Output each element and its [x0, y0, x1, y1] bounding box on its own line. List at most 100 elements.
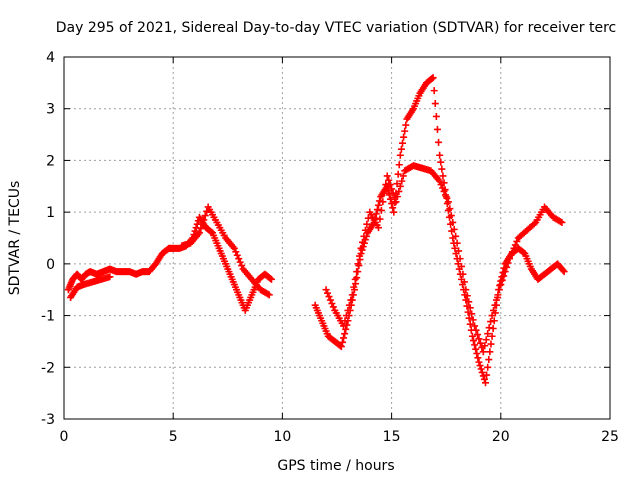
data-point — [264, 290, 272, 298]
data-point — [447, 212, 455, 220]
x-tick-label: 10 — [273, 429, 291, 445]
data-point — [402, 121, 410, 129]
x-tick-label: 15 — [383, 429, 401, 445]
data-point — [389, 204, 397, 212]
plot-frame — [63, 56, 611, 420]
data-point — [399, 139, 407, 147]
data-point — [510, 244, 518, 252]
data-point — [329, 303, 337, 311]
data-point — [451, 244, 459, 252]
data-point — [470, 337, 477, 345]
data-point — [361, 226, 369, 234]
y-tick-label: -3 — [41, 412, 55, 428]
data-point — [353, 268, 361, 276]
data-point — [340, 322, 348, 330]
data-point — [372, 210, 380, 218]
data-point — [267, 275, 275, 283]
data-point — [504, 259, 512, 267]
data-point — [471, 341, 479, 349]
data-point — [230, 244, 238, 252]
data-point — [475, 358, 483, 366]
data-point — [233, 251, 241, 259]
data-point — [559, 266, 567, 274]
data-point — [386, 181, 394, 189]
x-tick-label: 20 — [492, 429, 510, 445]
data-point — [348, 291, 356, 299]
data-point — [530, 220, 538, 228]
y-axis-label: SDTVAR / TECUs — [7, 181, 23, 296]
data-point — [489, 325, 497, 332]
data-point — [453, 239, 461, 247]
data-point — [468, 332, 476, 340]
data-point — [479, 348, 487, 356]
data-point — [235, 255, 243, 263]
data-point — [503, 263, 511, 271]
data-point — [452, 232, 460, 240]
data-point — [433, 125, 441, 133]
data-point — [328, 300, 336, 308]
data-point — [238, 262, 246, 270]
data-point — [388, 185, 396, 193]
data-point — [508, 248, 516, 256]
data-point — [497, 281, 505, 289]
data-point — [337, 343, 345, 351]
data-point — [344, 306, 352, 314]
chart-title: Day 295 of 2021, Sidereal Day-to-day VTE… — [56, 20, 616, 36]
data-points — [64, 74, 568, 387]
data-point — [387, 195, 395, 203]
data-point — [483, 371, 491, 379]
data-point — [436, 151, 444, 159]
data-point — [484, 330, 492, 338]
axis-ticks — [63, 56, 611, 420]
series-sdtvar — [64, 74, 568, 387]
data-point — [487, 340, 495, 348]
data-point — [340, 334, 348, 342]
data-point — [487, 318, 495, 326]
data-point — [490, 317, 498, 325]
data-point — [383, 172, 391, 180]
x-tick-labels: 0 5 10 15 20 25 — [60, 429, 619, 445]
data-point — [376, 197, 384, 205]
data-point — [513, 237, 521, 245]
data-point — [232, 248, 240, 256]
data-point — [356, 252, 364, 260]
y-tick-label: -1 — [41, 309, 55, 325]
data-point — [341, 317, 349, 325]
data-point — [385, 176, 393, 184]
data-point — [485, 324, 493, 332]
data-point — [373, 206, 381, 214]
y-tick-label: 4 — [46, 50, 55, 66]
data-point — [401, 127, 409, 135]
data-point — [374, 224, 382, 232]
data-point — [438, 165, 446, 173]
data-point — [507, 251, 515, 259]
data-point — [325, 293, 333, 301]
data-point — [358, 238, 366, 246]
data-point — [446, 205, 454, 213]
data-point — [338, 338, 346, 346]
y-tick-label: 2 — [46, 153, 55, 169]
data-point — [476, 362, 484, 370]
data-point — [394, 170, 402, 178]
data-point — [457, 262, 465, 270]
data-point — [485, 356, 493, 364]
data-point — [374, 201, 382, 209]
data-point — [437, 158, 445, 166]
data-point — [473, 349, 481, 357]
y-tick-label: 1 — [46, 205, 55, 221]
data-point — [396, 182, 404, 190]
data-point — [389, 189, 397, 197]
data-point — [201, 212, 209, 220]
data-point — [429, 74, 437, 82]
data-point — [449, 218, 457, 226]
x-tick-label: 5 — [169, 429, 178, 445]
data-point — [351, 275, 359, 283]
data-point — [357, 244, 365, 252]
data-point — [479, 372, 487, 380]
data-point — [482, 379, 490, 387]
data-point — [376, 215, 384, 223]
data-point — [511, 241, 519, 249]
data-point — [481, 342, 489, 350]
data-point — [439, 184, 447, 192]
